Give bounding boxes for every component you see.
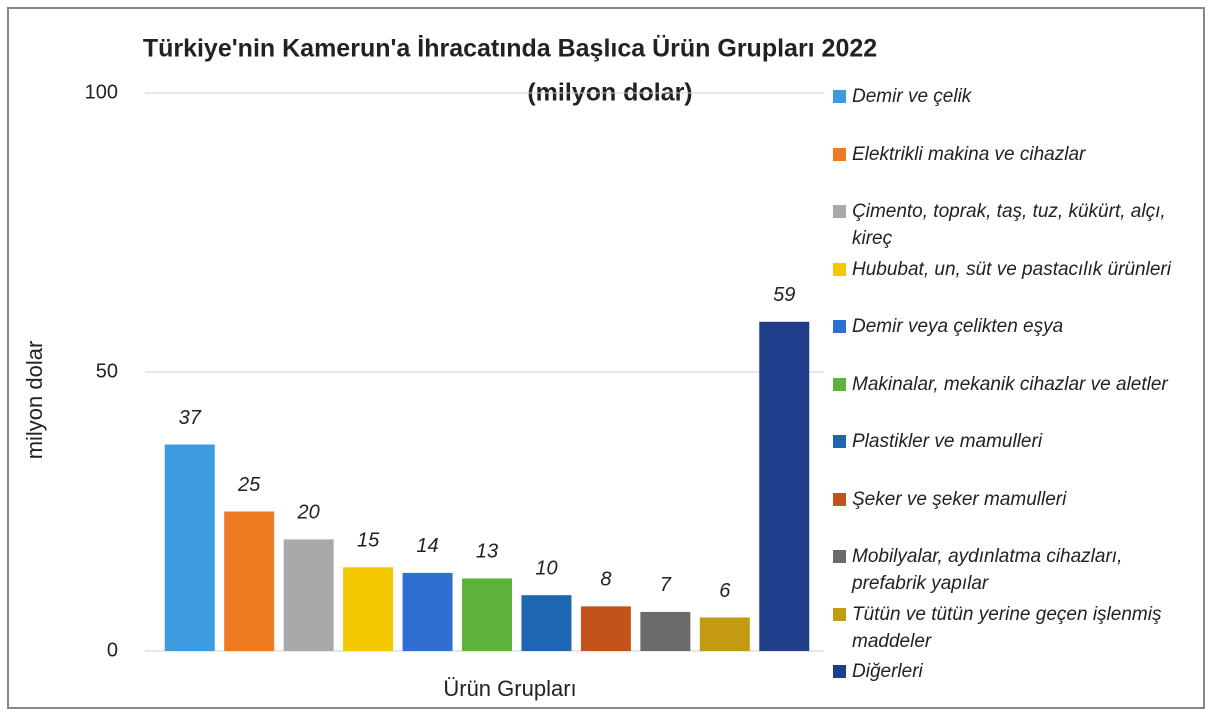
- bar: [343, 567, 394, 651]
- bar: [164, 444, 215, 651]
- bar: [580, 606, 631, 651]
- data-label: 20: [297, 502, 320, 524]
- legend-swatch: [833, 665, 846, 678]
- legend-label: Elektrikli makina ve cihazlar: [852, 143, 1086, 165]
- legend-item: Diğerleri: [833, 658, 1173, 685]
- legend-label: Tütün ve tütün yerine geçen işlenmiş mad…: [852, 603, 1162, 652]
- legend-item: Demir ve çelik: [833, 83, 1173, 110]
- legend-item: Elektrikli makina ve cihazlar: [833, 141, 1173, 168]
- legend-label: Plastikler ve mamulleri: [852, 431, 1043, 452]
- legend-item: Çimento, toprak, taş, tuz, kükürt, alçı,…: [833, 198, 1173, 252]
- legend-item: Plastikler ve mamulleri: [833, 428, 1173, 455]
- legend-swatch: [833, 607, 846, 621]
- legend-item: Makinalar, mekanik cihazlar ve aletler: [833, 371, 1173, 398]
- y-axis-label: milyon dolar: [22, 341, 47, 460]
- legend-swatch: [833, 377, 846, 391]
- bar: [283, 539, 334, 651]
- legend-swatch: [833, 435, 846, 448]
- bar: [462, 578, 512, 651]
- data-label: 6: [719, 580, 731, 602]
- data-label: 25: [237, 474, 261, 496]
- bar: [224, 511, 275, 651]
- legend-swatch: [833, 147, 846, 161]
- legend-swatch: [833, 550, 846, 563]
- data-label: 7: [660, 574, 672, 596]
- legend-item: Hububat, un, süt ve pastacılık ürünleri: [833, 256, 1173, 283]
- legend-label: Diğerleri: [852, 661, 923, 682]
- legend-label: Mobilyalar, aydınlatma cihazları, prefab…: [852, 546, 1123, 594]
- bar: [640, 611, 691, 651]
- data-label: 10: [535, 557, 557, 579]
- bar: [759, 321, 810, 651]
- legend-swatch: [833, 320, 846, 333]
- legend-swatch: [833, 262, 846, 276]
- legend-label: Makinalar, mekanik cihazlar ve aletler: [852, 373, 1168, 395]
- data-label: 37: [179, 407, 202, 429]
- data-label: 14: [416, 535, 438, 557]
- legend-label: Demir veya çelikten eşya: [852, 316, 1064, 337]
- legend-label: Çimento, toprak, taş, tuz, kükürt, alçı,…: [852, 201, 1166, 249]
- data-label: 8: [600, 569, 611, 591]
- legend-label: Hububat, un, süt ve pastacılık ürünleri: [852, 258, 1171, 280]
- frame: [7, 7, 1205, 709]
- legend-label: Şeker ve şeker mamulleri: [852, 488, 1067, 510]
- legend-swatch: [833, 205, 846, 218]
- y-tick-label: 50: [96, 360, 118, 382]
- y-tick-label: 0: [107, 639, 118, 661]
- legend-item: Tütün ve tütün yerine geçen işlenmiş mad…: [833, 601, 1173, 655]
- bar: [402, 572, 453, 651]
- data-label: 59: [773, 284, 795, 306]
- legend-item: Mobilyalar, aydınlatma cihazları, prefab…: [833, 543, 1173, 597]
- x-axis-label: Ürün Grupları: [443, 676, 576, 701]
- legend-item: Demir veya çelikten eşya: [833, 313, 1173, 340]
- bar: [521, 595, 572, 651]
- legend-item: Şeker ve şeker mamulleri: [833, 486, 1173, 513]
- data-label: 15: [357, 530, 380, 552]
- data-label: 13: [476, 541, 498, 563]
- legend-swatch: [833, 492, 846, 506]
- y-tick-label: 100: [85, 81, 118, 103]
- bar: [699, 617, 750, 651]
- chart-title: Türkiye'nin Kamerun'a İhracatında Başlıc…: [143, 34, 877, 63]
- legend-label: Demir ve çelik: [852, 86, 972, 107]
- legend-swatch: [833, 90, 846, 103]
